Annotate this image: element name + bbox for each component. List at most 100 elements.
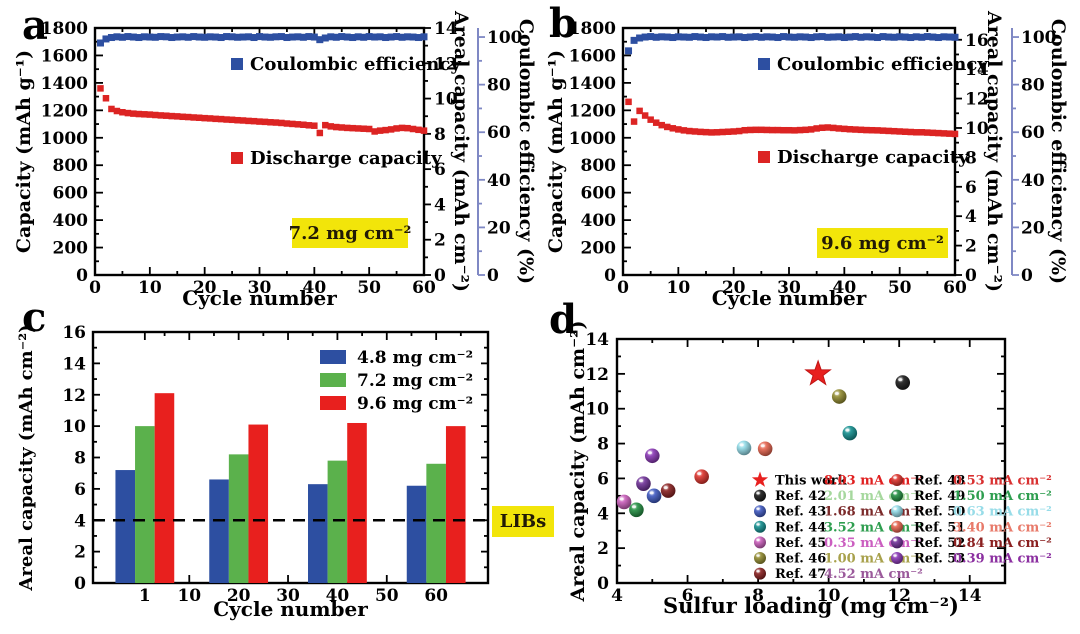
x-axis-title: Sulfur loading (mg cm⁻²) — [663, 593, 959, 618]
legend-rate-value: 0.63 mA cm⁻² — [953, 505, 1052, 520]
legend-rate-value: 0.53 mA cm⁻² — [953, 474, 1052, 489]
y-tick-label: 0 — [74, 574, 86, 594]
data-point — [929, 33, 937, 41]
data-point — [206, 33, 214, 41]
data-point — [294, 121, 302, 128]
data-point — [796, 33, 804, 41]
legend-sphere-icon — [891, 474, 903, 486]
legend-sphere-icon — [754, 520, 766, 533]
y-tick-label: 1600 — [569, 46, 616, 66]
data-point — [652, 33, 660, 41]
ce-tick-label: 0 — [487, 266, 499, 286]
x-tick-label: 60 — [412, 278, 436, 298]
legend-sphere-icon — [754, 536, 766, 549]
data-point-sphere — [616, 494, 632, 510]
y-tick-label: 1000 — [569, 129, 616, 149]
x-tick-label: 14 — [958, 586, 982, 606]
legend-label: Discharge capacity — [777, 147, 969, 168]
legend-label: Ref. 43 — [775, 505, 826, 520]
data-point — [774, 126, 782, 134]
y-tick-label: 1200 — [569, 101, 616, 121]
data-point — [696, 33, 704, 41]
data-point — [267, 119, 274, 126]
data-point — [349, 34, 357, 42]
data-point-sphere — [646, 488, 662, 504]
x-tick-label: 40 — [832, 278, 856, 298]
data-point — [387, 33, 395, 41]
y-tick-label: 0 — [597, 574, 609, 594]
data-point — [934, 34, 942, 42]
areal-axis-title: Areal capacity (mAh cm⁻²) — [450, 10, 472, 292]
data-point — [119, 109, 126, 116]
legend-label: Ref. 48 — [914, 474, 965, 489]
legend-label: Ref. 44 — [775, 520, 826, 535]
x-tick-label: 10 — [138, 278, 162, 298]
data-point — [393, 33, 401, 41]
data-point — [636, 34, 644, 42]
bar — [426, 463, 446, 583]
data-point — [929, 129, 937, 137]
y-tick-label: 2 — [74, 543, 86, 563]
legend-label: Ref. 46 — [775, 552, 826, 567]
data-point-sphere — [660, 483, 676, 498]
data-point — [730, 33, 738, 41]
libs-reference-label: LIBs — [492, 506, 554, 537]
data-point — [879, 127, 887, 134]
sphere-highlight — [697, 472, 702, 476]
x-tick-label: 6 — [682, 586, 694, 606]
data-point — [951, 130, 959, 138]
data-point — [415, 126, 422, 134]
data-point — [228, 116, 236, 124]
data-point — [195, 114, 203, 121]
bar — [248, 424, 269, 583]
sphere-highlight — [756, 554, 760, 557]
data-point — [102, 95, 110, 102]
data-point — [779, 33, 787, 41]
data-point — [289, 120, 296, 128]
y-tick-label: 12 — [62, 386, 86, 406]
data-point — [288, 33, 296, 41]
areal-tick-label: 12 — [434, 54, 458, 74]
data-point — [802, 33, 810, 41]
data-point — [851, 33, 859, 41]
data-point — [874, 127, 881, 134]
data-point — [113, 107, 121, 115]
y-tick-label: 4 — [597, 504, 609, 524]
y-tick-label: 0 — [604, 266, 616, 286]
data-point — [841, 125, 848, 133]
data-point — [918, 129, 926, 136]
ce-tick-label: 20 — [1021, 218, 1045, 238]
data-point — [735, 33, 743, 41]
sphere-highlight — [619, 497, 624, 501]
data-point — [824, 33, 832, 41]
legend-label: Ref. 51 — [914, 520, 965, 535]
data-point — [652, 119, 660, 126]
data-point — [97, 85, 104, 92]
ce-tick-label: 0 — [1021, 266, 1033, 286]
data-point — [152, 111, 159, 119]
y-tick-label: 14 — [62, 354, 86, 374]
legend-label: Ref. 42 — [775, 489, 826, 504]
data-point — [940, 33, 948, 41]
sphere-highlight — [663, 486, 668, 490]
data-point — [174, 113, 181, 120]
data-point — [365, 33, 373, 41]
data-point — [713, 33, 721, 41]
data-point — [747, 126, 754, 134]
y-tick-label: 8 — [597, 435, 609, 455]
y-tick-label: 12 — [585, 365, 609, 385]
areal-tick-label: 6 — [965, 178, 977, 198]
areal-tick-label: 0 — [434, 266, 446, 286]
y-tick-label: 1000 — [41, 129, 88, 149]
data-point — [118, 33, 126, 41]
data-point — [913, 129, 920, 136]
legend-rate-value: 4.52 mA cm⁻² — [824, 567, 923, 582]
data-point — [354, 33, 362, 41]
data-point — [680, 127, 688, 134]
sphere-highlight — [756, 570, 760, 573]
ce-axis-title: Coulombic efficiency (%) — [1047, 19, 1069, 284]
legend-entry: Ref. 530.39 mA cm⁻² — [891, 552, 1052, 567]
legend-sphere-icon — [891, 520, 903, 533]
data-point — [365, 125, 373, 133]
